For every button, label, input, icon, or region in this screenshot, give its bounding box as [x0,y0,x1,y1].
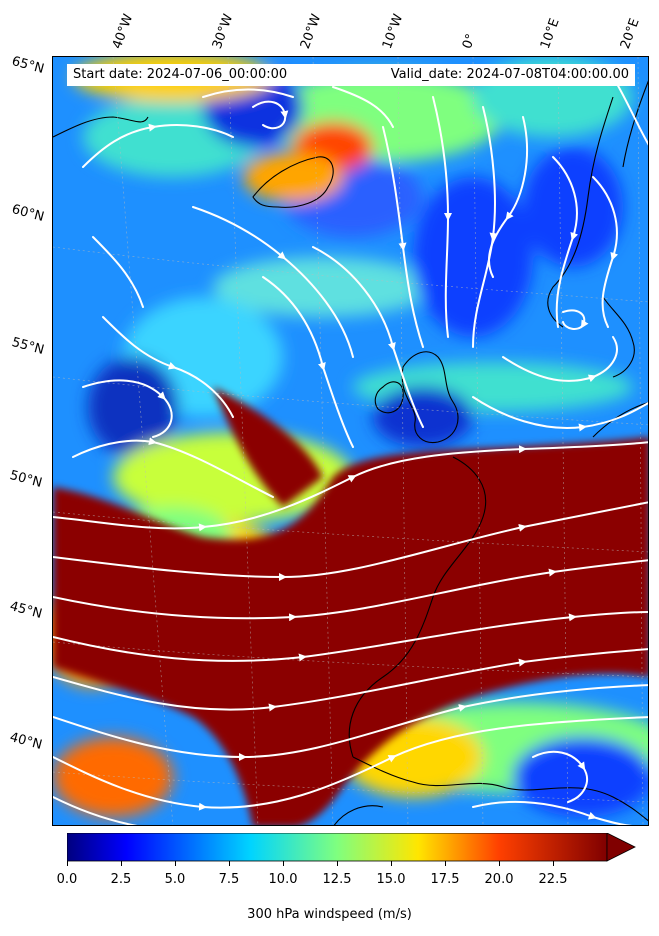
lat-label-50n: 50°N [8,468,44,491]
lon-label-30w: 30°W [209,12,237,51]
colorbar-tick-mark [391,861,392,866]
colorbar-tick-label: 0.0 [56,872,78,887]
lat-label-40n: 40°N [8,730,44,753]
colorbar-tick-label: 15.0 [376,872,406,887]
lon-label-0: 0° [459,31,480,51]
colorbar-tick-mark [499,861,500,866]
colorbar-tick-mark [67,861,68,866]
colorbar-tick-label: 7.5 [218,872,240,887]
colorbar-tick-label: 12.5 [322,872,352,887]
streamlines [53,76,648,825]
colorbar-tick-label: 17.5 [430,872,460,887]
colorbar-tick-mark [445,861,446,866]
colorbar-tick-label: 20.0 [484,872,514,887]
colorbar-tick-mark [553,861,554,866]
header-box: Start date: 2024-07-06_00:00:00 Valid_da… [67,64,635,86]
colorbar-tick-mark [337,861,338,866]
lon-label-40w: 40°W [109,12,137,51]
valid-date-label: Valid_date: 2024-07-08T04:00:00.00 [390,67,629,82]
lat-label-60n: 60°N [10,202,46,225]
lon-label-10e: 10°E [537,16,563,51]
lon-label-20w: 20°W [297,12,325,51]
colorbar-tick-mark [121,861,122,866]
colorbar-label: 300 hPa windspeed (m/s) [247,907,412,922]
colorbar-tick-label: 5.0 [164,872,186,887]
colorbar-tick-mark [175,861,176,866]
lat-label-65n: 65°N [10,54,46,77]
lon-label-20e: 20°E [617,16,643,51]
colorbar [66,832,637,869]
colorbar-tick-mark [229,861,230,866]
colorbar-tick-label: 10.0 [268,872,298,887]
colorbar-tick-mark [283,861,284,866]
lon-label-10w: 10°W [379,12,407,51]
start-date-label: Start date: 2024-07-06_00:00:00 [73,67,288,82]
lat-label-45n: 45°N [8,599,44,622]
map-panel [52,56,649,826]
windspeed-map [53,57,648,825]
colorbar-tick-label: 2.5 [110,872,132,887]
colorbar-tick-label: 22.5 [538,872,568,887]
lat-label-55n: 55°N [10,335,46,358]
